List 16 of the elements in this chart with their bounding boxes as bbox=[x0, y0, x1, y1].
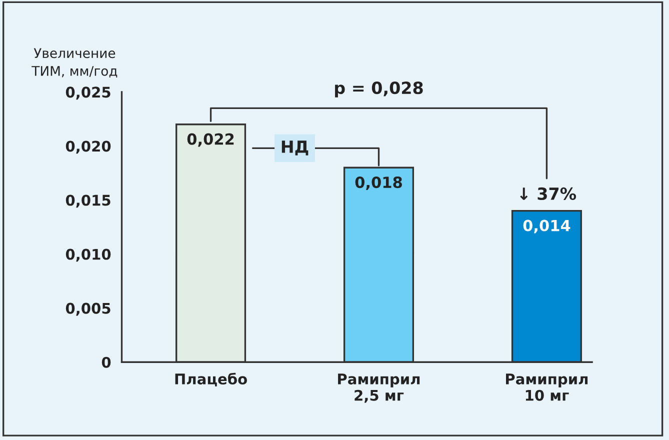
annotation: p = 0,028 bbox=[335, 82, 423, 98]
x-tick-label: Плацебо bbox=[175, 372, 247, 386]
x-tick-label: Рамиприл 10 мг bbox=[506, 374, 588, 401]
annotation: ↓ 37% bbox=[520, 187, 576, 200]
y-tick-label: 0,010 bbox=[66, 248, 111, 262]
data-label: 0,022 bbox=[187, 133, 234, 147]
y-tick-label: 0 bbox=[102, 356, 111, 368]
y-tick-label: 0,015 bbox=[66, 194, 110, 208]
annotation: НД bbox=[282, 140, 308, 156]
y-tick-label: 0,020 bbox=[66, 140, 111, 154]
y-tick-label: 0,005 bbox=[66, 302, 110, 316]
x-tick-label: Рамиприл 2,5 мг bbox=[338, 374, 420, 403]
y-axis-title: Увеличение ТИМ, мм/год bbox=[32, 48, 118, 78]
y-tick-label: 0,025 bbox=[66, 86, 110, 100]
data-label: 0,014 bbox=[523, 220, 570, 234]
data-label: 0,018 bbox=[355, 176, 402, 190]
